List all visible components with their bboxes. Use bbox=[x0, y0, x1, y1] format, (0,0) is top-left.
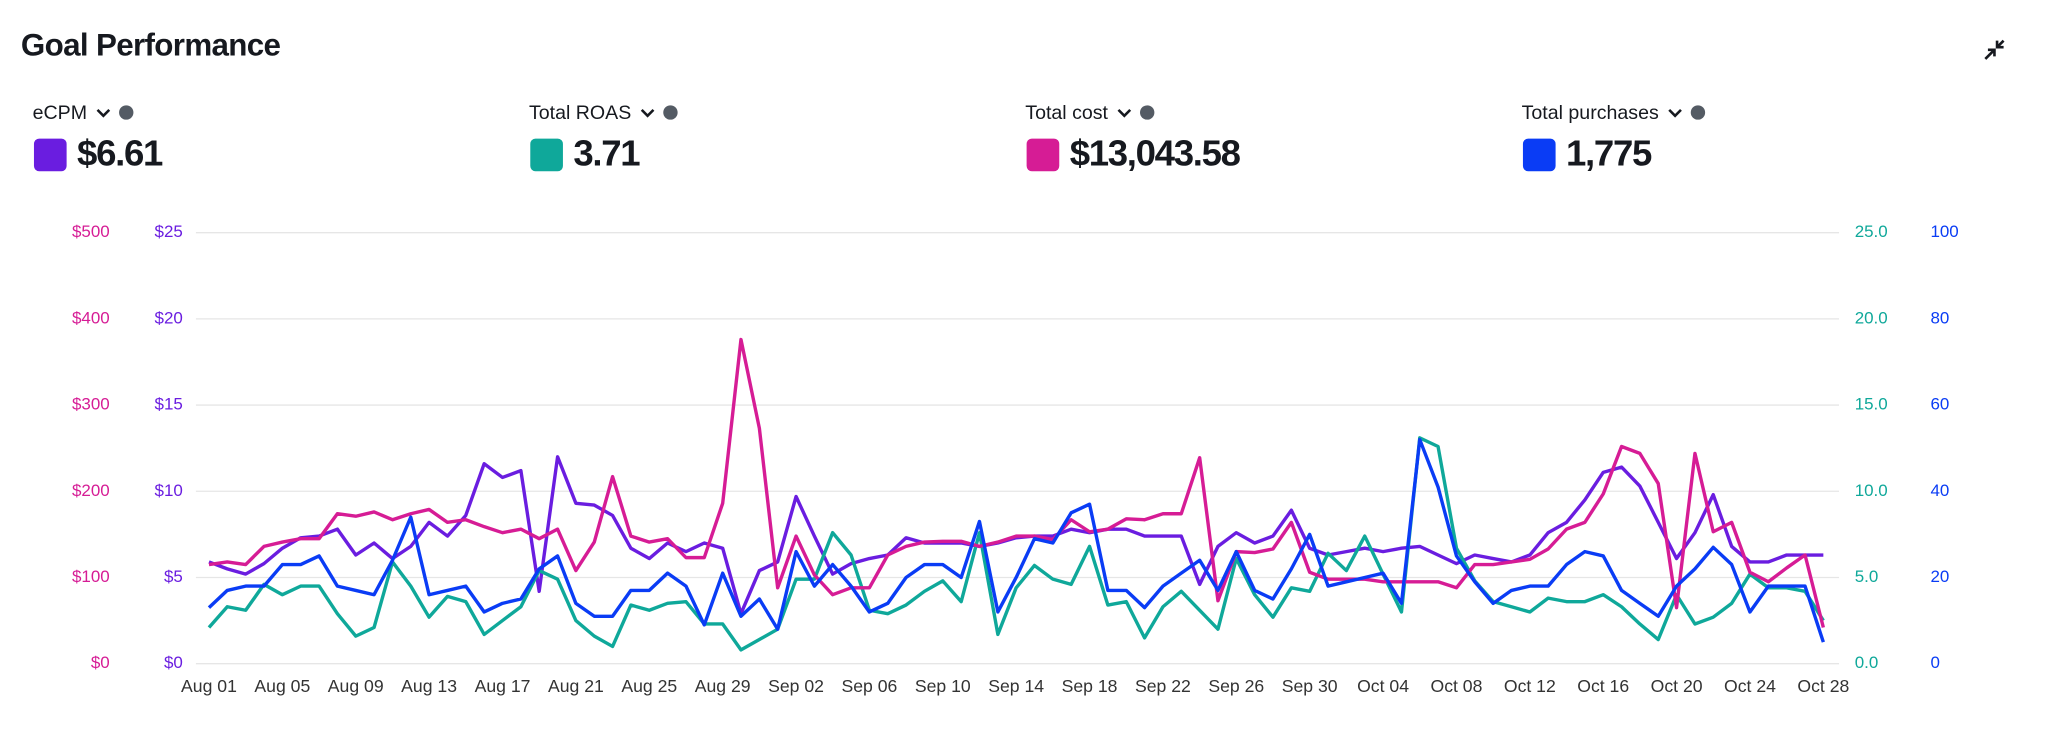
dropdown-chevron bbox=[1668, 108, 1682, 118]
y-tick-label: 100 bbox=[1930, 222, 1958, 241]
y-tick-label: $25 bbox=[155, 222, 183, 241]
metric[interactable]: Total ROAS 3.71 bbox=[529, 102, 678, 173]
x-tick-label: Oct 24 bbox=[1724, 676, 1776, 696]
series-line bbox=[208, 337, 1825, 628]
y-tick-label: 40 bbox=[1930, 481, 1949, 500]
y-tick-label: $10 bbox=[155, 481, 183, 500]
collapse-arrow bbox=[1984, 48, 1996, 60]
metric-value: 1,775 bbox=[1566, 132, 1652, 173]
dropdown-chevron bbox=[1117, 108, 1132, 118]
x-tick-label: Oct 04 bbox=[1357, 676, 1409, 696]
info-icon bbox=[1690, 105, 1706, 120]
x-tick-label: Oct 12 bbox=[1504, 676, 1556, 696]
metric-value: $13,043.58 bbox=[1070, 132, 1241, 173]
collapse-arrow bbox=[1995, 39, 2005, 49]
metric-value: 3.71 bbox=[573, 132, 640, 173]
x-tick-label: Sep 10 bbox=[915, 676, 971, 696]
dropdown-chevron bbox=[640, 108, 655, 118]
x-tick-label: Aug 21 bbox=[548, 676, 604, 696]
x-tick-label: Sep 02 bbox=[768, 676, 824, 696]
x-tick-label: Aug 29 bbox=[695, 676, 751, 696]
x-tick-label: Sep 22 bbox=[1135, 676, 1191, 696]
metric-name: eCPM bbox=[33, 102, 87, 124]
y-tick-label: $15 bbox=[155, 395, 183, 414]
info-icon bbox=[663, 105, 678, 120]
x-tick-label: Oct 28 bbox=[1797, 676, 1849, 696]
x-tick-label: Aug 09 bbox=[328, 676, 384, 696]
x-tick-label: Sep 06 bbox=[841, 676, 897, 696]
info-icon bbox=[1140, 105, 1155, 120]
metric-swatch bbox=[530, 138, 563, 172]
y-tick-label: 5.0 bbox=[1855, 567, 1879, 586]
metric[interactable]: Total cost $13,043.58 bbox=[1025, 102, 1242, 173]
x-tick-label: Sep 18 bbox=[1062, 676, 1118, 696]
y-tick-label: 0.0 bbox=[1855, 653, 1879, 672]
y-tick-label: 10.0 bbox=[1855, 481, 1888, 500]
metric[interactable]: Total purchases 1,775 bbox=[1522, 102, 1706, 173]
y-tick-label: 60 bbox=[1930, 395, 1949, 414]
metric-value: $6.61 bbox=[77, 132, 163, 173]
x-tick-label: Sep 14 bbox=[988, 676, 1044, 696]
y-tick-label: $20 bbox=[155, 308, 183, 327]
x-tick-label: Oct 16 bbox=[1577, 676, 1629, 696]
y-tick-label: 80 bbox=[1930, 308, 1949, 327]
x-tick-label: Sep 30 bbox=[1282, 676, 1338, 696]
y-tick-label: $100 bbox=[72, 567, 110, 586]
y-tick-label: $500 bbox=[72, 222, 110, 241]
y-tick-label: $5 bbox=[164, 567, 183, 586]
y-tick-label: 0 bbox=[1930, 653, 1939, 672]
x-tick-label: Sep 26 bbox=[1208, 676, 1264, 696]
metric-name: Total ROAS bbox=[529, 102, 631, 124]
x-tick-label: Oct 08 bbox=[1430, 676, 1482, 696]
y-tick-label: 15.0 bbox=[1855, 395, 1888, 414]
chart-title: Goal Performance bbox=[21, 27, 281, 62]
series-line bbox=[207, 436, 1825, 652]
metric-swatch bbox=[33, 138, 67, 172]
metric-swatch bbox=[1026, 138, 1060, 172]
y-tick-label: $300 bbox=[72, 395, 110, 414]
y-tick-label: $400 bbox=[72, 308, 110, 327]
metric[interactable]: eCPM $6.61 bbox=[33, 102, 165, 173]
metric-swatch bbox=[1522, 138, 1556, 172]
x-tick-label: Aug 01 bbox=[181, 676, 237, 696]
y-tick-label: $200 bbox=[72, 481, 110, 500]
x-tick-label: Aug 13 bbox=[401, 676, 457, 696]
y-tick-label: $0 bbox=[91, 653, 110, 672]
metric-name: Total purchases bbox=[1522, 102, 1659, 124]
dropdown-chevron bbox=[96, 108, 111, 118]
x-tick-label: Aug 17 bbox=[475, 676, 531, 696]
metric-name: Total cost bbox=[1025, 102, 1108, 124]
y-tick-label: 20.0 bbox=[1855, 308, 1888, 327]
y-tick-label: 25.0 bbox=[1855, 222, 1888, 241]
collapse-icon[interactable] bbox=[1984, 39, 2005, 60]
x-tick-label: Aug 05 bbox=[254, 676, 310, 696]
y-tick-label: $0 bbox=[164, 653, 183, 672]
series-line bbox=[207, 437, 1825, 643]
info-icon bbox=[119, 105, 134, 120]
x-tick-label: Oct 20 bbox=[1651, 676, 1703, 696]
x-tick-label: Aug 25 bbox=[621, 676, 677, 696]
y-tick-label: 20 bbox=[1930, 567, 1949, 586]
